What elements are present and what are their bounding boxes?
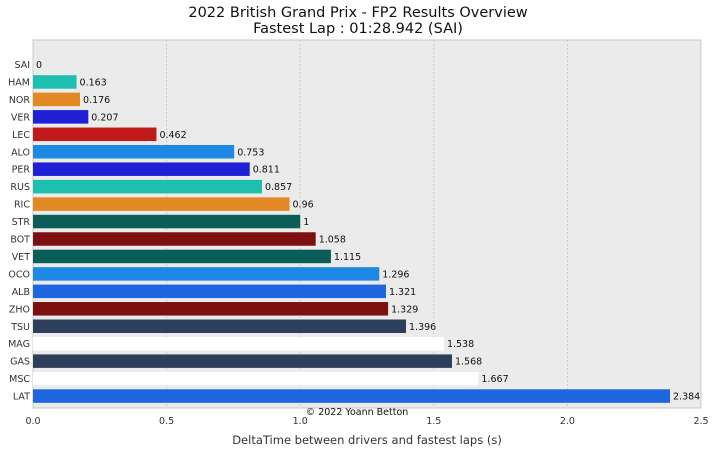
bar-per bbox=[33, 162, 250, 176]
y-tick-label: RUS bbox=[10, 182, 30, 193]
copyright-annotation: © 2022 Yoann Betton bbox=[306, 407, 409, 418]
data-label: 0 bbox=[36, 60, 42, 71]
data-label: 2.384 bbox=[673, 392, 700, 403]
bar-ver bbox=[33, 110, 89, 124]
bar-oco bbox=[33, 267, 380, 281]
y-tick-label: ALB bbox=[12, 287, 30, 298]
chart-title: 2022 British Grand Prix - FP2 Results Ov… bbox=[188, 5, 528, 21]
y-tick-label: NOR bbox=[9, 95, 31, 106]
y-tick-label: STR bbox=[12, 217, 31, 228]
data-label: 1.568 bbox=[455, 357, 482, 368]
y-tick-label: VET bbox=[12, 252, 31, 263]
data-label: 0.857 bbox=[265, 182, 292, 193]
data-label: 1.538 bbox=[447, 339, 474, 350]
x-tick-label: 1.5 bbox=[426, 416, 441, 427]
y-tick-label: LEC bbox=[12, 130, 30, 141]
x-axis-label: DeltaTime between drivers and fastest la… bbox=[232, 433, 502, 447]
y-tick-label: ALO bbox=[11, 147, 30, 158]
data-label: 0.753 bbox=[237, 147, 264, 158]
bar-str bbox=[33, 214, 301, 229]
data-label: 1.321 bbox=[389, 287, 416, 298]
bar-vet bbox=[33, 249, 331, 264]
y-tick-label: PER bbox=[12, 165, 31, 176]
y-tick-label: OCO bbox=[8, 269, 30, 280]
bar-alo bbox=[33, 145, 235, 159]
bar-ham bbox=[33, 75, 77, 89]
bar-lat bbox=[33, 389, 671, 403]
bar-mag bbox=[33, 336, 444, 351]
data-label: 0.163 bbox=[80, 77, 107, 88]
data-label: 0.176 bbox=[83, 95, 110, 106]
bar-nor bbox=[33, 92, 81, 107]
data-label: 0.462 bbox=[159, 130, 186, 141]
chart-subtitle: Fastest Lap : 01:28.942 (SAI) bbox=[253, 21, 463, 37]
data-label: 1.667 bbox=[481, 374, 508, 385]
bar-gas bbox=[33, 354, 452, 368]
bar-lec bbox=[33, 127, 157, 142]
data-label: 0.96 bbox=[293, 200, 314, 211]
y-tick-label: LAT bbox=[13, 392, 30, 403]
bar-ric bbox=[33, 197, 290, 211]
y-tick-label: SAI bbox=[14, 60, 30, 71]
data-label: 1.396 bbox=[409, 322, 436, 333]
bar-zho bbox=[33, 302, 389, 316]
y-tick-label: MSC bbox=[9, 374, 30, 385]
data-label: 1.058 bbox=[319, 235, 346, 246]
data-label: 0.811 bbox=[253, 165, 280, 176]
x-tick-label: 2.0 bbox=[560, 416, 575, 427]
y-tick-label: TSU bbox=[10, 322, 30, 333]
bar-bot bbox=[33, 232, 316, 246]
data-label: 1.329 bbox=[391, 304, 418, 315]
x-tick-label: 2.5 bbox=[693, 416, 708, 427]
y-tick-label: BOT bbox=[10, 235, 30, 246]
x-tick-label: 0.5 bbox=[159, 416, 174, 427]
bar-alb bbox=[33, 284, 386, 299]
y-tick-label: VER bbox=[11, 112, 31, 123]
x-tick-label: 0.0 bbox=[25, 416, 40, 427]
y-tick-label: GAS bbox=[10, 357, 30, 368]
bar-tsu bbox=[33, 319, 407, 333]
bar-rus bbox=[33, 179, 262, 194]
y-tick-label: ZHO bbox=[9, 304, 30, 315]
data-label: 1 bbox=[303, 217, 309, 228]
y-tick-label: RIC bbox=[14, 200, 30, 211]
bar-msc bbox=[33, 371, 479, 386]
data-label: 0.207 bbox=[91, 112, 118, 123]
data-label: 1.296 bbox=[382, 269, 409, 280]
x-tick-label: 1.0 bbox=[293, 416, 308, 427]
y-tick-label: HAM bbox=[8, 77, 30, 88]
y-tick-label: MAG bbox=[8, 339, 30, 350]
data-label: 1.115 bbox=[334, 252, 361, 263]
